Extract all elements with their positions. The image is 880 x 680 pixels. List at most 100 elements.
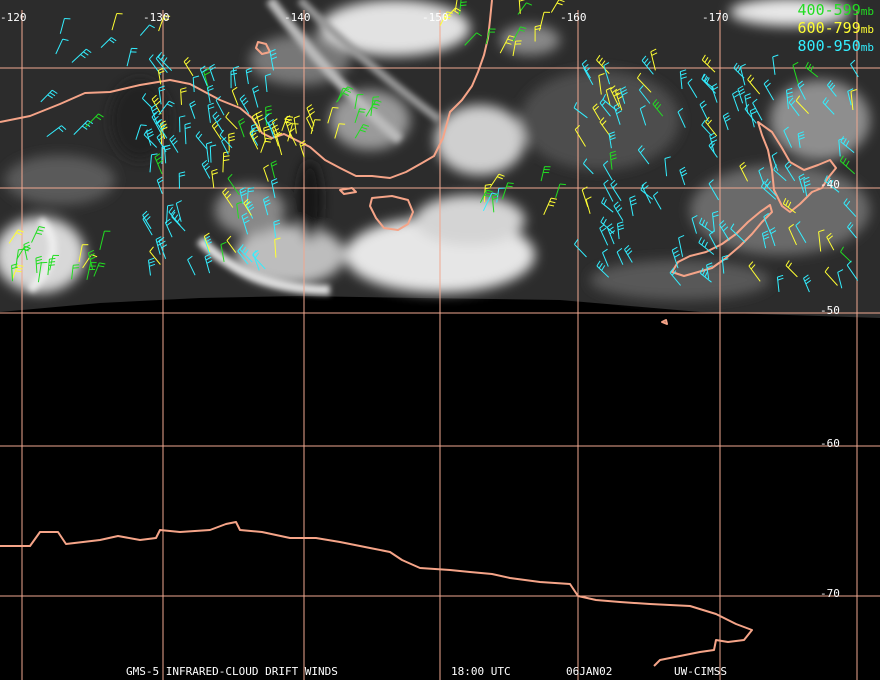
product-title: GMS-5 INFRARED-CLOUD DRIFT WINDS xyxy=(126,665,338,678)
wind-barb xyxy=(40,89,58,103)
wind-barb xyxy=(270,160,278,179)
wind-barb xyxy=(609,150,617,170)
wind-barb xyxy=(776,274,784,292)
wind-barb xyxy=(236,201,243,219)
nz-north-island xyxy=(757,121,837,213)
wind-barb xyxy=(805,61,819,78)
wind-barb xyxy=(135,124,147,140)
lat-label: -60 xyxy=(820,437,840,450)
wind-barb xyxy=(501,182,514,200)
wind-barb xyxy=(583,64,594,85)
wind-barb xyxy=(699,217,714,234)
wind-barb xyxy=(598,73,605,95)
wind-barb xyxy=(222,187,234,208)
wind-barb xyxy=(783,126,793,148)
wind-barb xyxy=(37,261,48,283)
wind-barb xyxy=(629,195,637,217)
wind-barb xyxy=(143,129,158,148)
lon-label: -150 xyxy=(422,11,449,24)
wind-barb xyxy=(706,262,713,279)
wind-barb xyxy=(712,210,719,232)
wind-barb xyxy=(142,214,153,236)
wind-barb xyxy=(792,61,799,85)
wind-barb xyxy=(637,145,650,165)
wind-barb xyxy=(8,229,24,244)
wind-barb xyxy=(164,218,173,238)
lon-label: -130 xyxy=(143,11,170,24)
wind-barb xyxy=(273,219,281,238)
wind-barb xyxy=(269,49,278,71)
wind-barb xyxy=(664,156,671,177)
tasmania-coast xyxy=(369,195,414,231)
wind-barb xyxy=(252,249,260,271)
wind-barb xyxy=(596,54,610,74)
wind-barb xyxy=(608,131,616,149)
date-label: 06JAN02 xyxy=(566,665,613,678)
wind-barb xyxy=(605,87,612,106)
legend-range: 600-799 xyxy=(797,19,861,37)
wind-barb xyxy=(839,155,856,175)
wind-barb xyxy=(184,122,192,145)
wind-barb xyxy=(16,245,31,260)
wind-barb xyxy=(255,110,264,133)
wind-barb xyxy=(55,38,69,55)
wind-barb xyxy=(327,107,339,124)
wind-barb xyxy=(592,103,601,121)
wind-barb xyxy=(189,100,197,119)
wind-barb xyxy=(183,57,194,77)
wind-barb xyxy=(87,249,96,270)
antarctica-coast xyxy=(0,521,753,667)
wind-barb xyxy=(496,187,505,203)
wind-barb xyxy=(289,128,297,146)
wind-barb xyxy=(238,117,246,138)
wind-barb xyxy=(11,263,18,282)
caption-bar: GMS-5 INFRARED-CLOUD DRIFT WINDS 18:00 U… xyxy=(0,665,880,679)
wind-barb xyxy=(195,131,208,150)
wind-barb xyxy=(788,97,800,117)
wind-barb xyxy=(211,168,218,188)
wind-barb xyxy=(691,214,698,234)
nz-south-island xyxy=(671,204,773,277)
wind-barb xyxy=(786,87,794,109)
legend-range: 400-599 xyxy=(797,1,861,19)
wind-barb xyxy=(201,160,211,179)
wind-barb xyxy=(454,0,458,11)
wind-barb xyxy=(771,152,779,171)
wind-barb xyxy=(650,48,658,71)
wind-barb xyxy=(215,96,225,116)
wind-barb xyxy=(846,260,859,281)
wind-barb xyxy=(203,232,211,252)
wind-barb xyxy=(158,100,175,116)
wind-barb xyxy=(86,262,97,280)
wind-barb xyxy=(840,136,855,153)
wind-barb xyxy=(489,173,505,188)
australia-coast xyxy=(0,0,493,179)
wind-barb xyxy=(749,107,757,128)
wind-barb xyxy=(596,260,610,278)
wind-barb xyxy=(573,239,587,258)
wind-barb xyxy=(784,161,796,182)
wind-barb xyxy=(850,59,859,78)
coastlines xyxy=(0,0,837,667)
wind-barb xyxy=(669,267,681,286)
lon-label: -160 xyxy=(560,11,587,24)
wind-barb xyxy=(748,261,761,282)
wind-barb xyxy=(47,257,56,276)
wind-barb xyxy=(722,112,731,131)
wind-barb xyxy=(543,197,558,216)
wind-barb xyxy=(606,223,616,245)
wind-barb xyxy=(231,86,239,106)
wind-barb xyxy=(708,230,718,250)
wind-barb xyxy=(795,221,807,243)
lon-label: -120 xyxy=(0,11,27,24)
wind-barb xyxy=(485,28,496,45)
wind-barb xyxy=(732,90,740,112)
wind-barb xyxy=(276,132,283,156)
wind-barb xyxy=(249,129,259,150)
wind-barb xyxy=(752,98,763,121)
legend-unit: mb xyxy=(860,5,874,18)
wind-barb xyxy=(613,201,624,221)
wind-barb xyxy=(151,94,162,115)
source-label: UW-CIMSS xyxy=(674,665,727,678)
